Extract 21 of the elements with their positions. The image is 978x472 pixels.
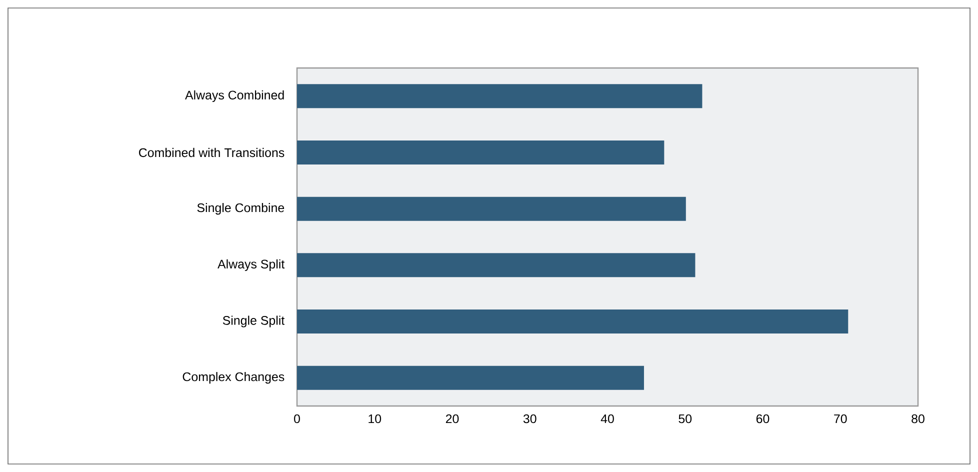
bar	[297, 253, 696, 278]
x-tick-label: 40	[600, 414, 614, 424]
bar	[297, 84, 702, 108]
bar	[297, 366, 644, 390]
x-tick-label: 60	[756, 414, 770, 424]
y-tick-label: Single Combine	[197, 203, 284, 215]
x-tick-label: 0	[294, 414, 300, 424]
x-tick-label: 30	[523, 414, 536, 424]
bar	[297, 196, 686, 221]
x-tick-label: 70	[834, 414, 847, 424]
x-tick-label: 80	[912, 414, 924, 424]
y-tick-label: Always Split	[218, 259, 285, 271]
y-tick-label: Single Split	[222, 316, 285, 328]
y-tick-label: Combined with Transitions	[139, 148, 284, 158]
y-tick-label: Complex Changes	[182, 372, 284, 384]
x-tick-label: 50	[678, 414, 692, 424]
x-tick-label: 20	[446, 414, 459, 424]
x-tick-label: 10	[368, 414, 382, 424]
bar	[297, 140, 664, 164]
bar	[297, 310, 848, 334]
y-tick-label: Always Combined	[185, 90, 284, 102]
